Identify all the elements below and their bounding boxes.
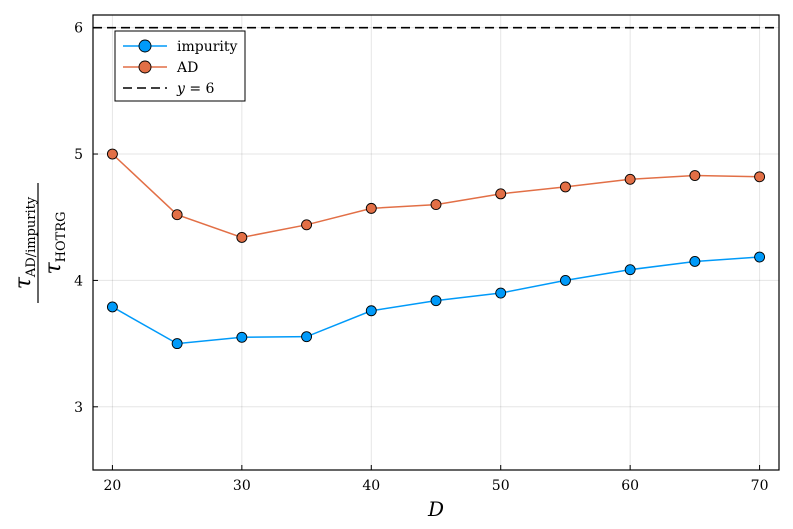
x-axis-label: D [427,497,444,521]
data-point-impurity [559,274,571,286]
y-label-fraction: τAD/impurity τHOTRG [11,183,69,303]
data-point-ad [365,202,377,214]
data-point-ad [236,231,248,243]
y-tick-label: 5 [74,147,83,163]
x-tick-label: 70 [751,478,769,494]
data-point-ad [754,171,766,183]
legend-marker [138,39,152,53]
x-tick-label: 60 [621,478,639,494]
data-point-impurity [301,331,313,343]
y-tick-label: 6 [74,21,83,37]
data-point-impurity [495,287,507,299]
legend-label: impurity [177,39,238,55]
y-tick-label: 3 [74,400,83,416]
data-point-impurity [171,338,183,350]
data-point-ad [689,170,701,181]
y-label-numerator: τAD/impurity [11,196,39,289]
y-axis-label: τAD/impurity τHOTRG [11,183,69,303]
data-point-impurity [106,301,118,313]
legend-marker [138,60,152,74]
legend-label: AD [176,60,198,76]
x-tick-label: 40 [362,478,380,494]
data-point-ad [559,181,571,193]
data-point-impurity [754,251,766,263]
legend-box [114,30,246,102]
x-tick-labels: 20 30 40 50 60 70 [104,478,769,494]
data-point-impurity [236,331,248,343]
y-tick-label: 4 [74,273,83,289]
x-tick-label: 30 [233,478,251,494]
y-tick-labels: 3 4 5 6 [74,21,83,416]
data-point-impurity [689,256,701,267]
data-point-ad [106,148,118,160]
legend: impurity AD y = 6 [114,30,246,102]
x-tick-label: 50 [492,478,510,494]
series-layer [106,148,766,350]
plot-frame [92,14,780,471]
data-point-impurity [365,305,377,317]
data-point-ad [430,199,442,211]
data-point-ad [301,219,313,231]
data-point-ad [171,209,183,221]
y-label-denominator: τHOTRG [41,211,69,274]
data-point-ad [495,188,507,200]
data-point-impurity [430,295,442,307]
data-point-impurity [624,264,636,276]
data-point-ad [624,173,636,185]
legend-label: y = 6 [176,81,215,97]
x-tick-label: 20 [104,478,122,494]
